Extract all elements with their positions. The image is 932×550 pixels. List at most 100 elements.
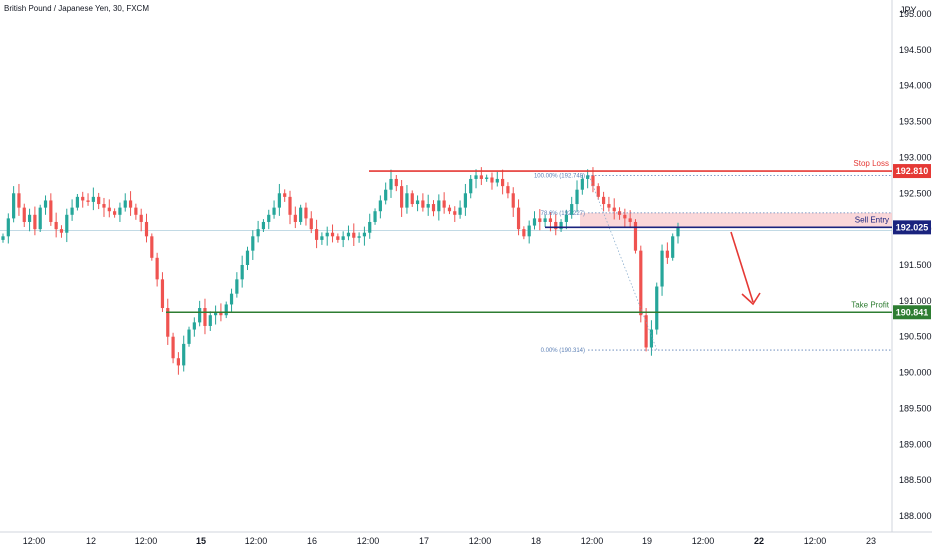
candle-body xyxy=(410,193,414,205)
candle-body xyxy=(458,207,462,215)
candle-body xyxy=(495,178,499,183)
candle-body xyxy=(86,200,90,202)
candle-body xyxy=(415,200,420,205)
candle-body xyxy=(660,250,664,287)
x-tick-label: 15 xyxy=(196,536,206,546)
candle-body xyxy=(325,232,329,237)
candle-body xyxy=(559,221,563,230)
candle-body xyxy=(123,200,127,208)
candle-body xyxy=(649,329,654,348)
price-badge-text: 190.841 xyxy=(896,307,929,317)
y-tick-label: 194.500 xyxy=(899,45,932,55)
y-tick-label: 189.000 xyxy=(899,439,932,449)
candle-body xyxy=(277,193,281,208)
candle-body xyxy=(150,236,154,258)
y-tick-label: 188.000 xyxy=(899,511,932,521)
candle-body xyxy=(240,265,244,280)
candle-body xyxy=(293,214,297,222)
candle-body xyxy=(245,250,250,265)
fib-retracement: 100.00% (192.748) 78.6% (192.227) 0.00% (1… xyxy=(534,174,892,354)
candle-body xyxy=(118,207,122,215)
candle-body xyxy=(532,218,537,226)
candle-body xyxy=(198,308,202,323)
candle-body xyxy=(516,207,521,230)
fib-level-label: 100.00% (192.748) xyxy=(534,174,585,180)
candle-body xyxy=(213,311,218,316)
candle-body xyxy=(6,218,10,237)
candle-body xyxy=(176,358,180,366)
candle-body xyxy=(554,221,558,230)
x-tick-label: 12:00 xyxy=(469,536,492,546)
candle-body xyxy=(219,311,223,316)
candle-body xyxy=(288,196,292,215)
candle-body xyxy=(628,218,632,222)
candle-body xyxy=(463,193,468,208)
x-tick-label: 23 xyxy=(866,536,876,546)
candle-body xyxy=(591,175,595,187)
candle-body xyxy=(501,178,505,187)
candle-body xyxy=(665,250,669,258)
candle-body xyxy=(38,207,42,230)
candle-body xyxy=(676,227,680,237)
candle-body xyxy=(447,207,452,212)
y-tick-label: 195.000 xyxy=(899,9,932,19)
candle-body xyxy=(341,236,345,240)
candle-body xyxy=(527,225,531,237)
candle-body xyxy=(304,207,308,219)
candle-body xyxy=(144,221,149,237)
candle-body xyxy=(229,293,234,305)
level-label: Stop Loss xyxy=(853,159,889,168)
candle-body xyxy=(522,229,526,237)
candle-body xyxy=(601,196,606,205)
candle-body xyxy=(655,286,659,330)
candle-body xyxy=(384,189,388,201)
projection-arrow xyxy=(730,231,761,306)
candle-body xyxy=(113,211,117,215)
candle-body xyxy=(389,178,393,190)
candle-body xyxy=(607,204,611,208)
x-tick-label: 12:00 xyxy=(23,536,46,546)
candle-body xyxy=(166,308,170,337)
candle-body xyxy=(612,207,616,212)
candle-body xyxy=(352,232,356,238)
x-tick-label: 12:00 xyxy=(692,536,715,546)
candle-body xyxy=(538,218,542,222)
candle-body xyxy=(437,200,441,212)
candle-body xyxy=(251,236,255,251)
candle-body xyxy=(586,175,590,179)
candle-body xyxy=(564,214,568,222)
trade-levels: Stop Loss 192.810 Sell Entry 192.025 Take Pr… xyxy=(166,159,931,320)
y-tick-label: 190.500 xyxy=(899,332,932,342)
candle-body xyxy=(261,221,266,230)
candle-body xyxy=(633,221,638,251)
candle-body xyxy=(187,329,191,344)
y-tick-label: 190.000 xyxy=(899,368,932,378)
price-badge xyxy=(893,164,931,179)
candle-body xyxy=(453,211,457,215)
candle-body xyxy=(49,200,53,222)
candles xyxy=(1,167,680,375)
x-tick-label: 19 xyxy=(642,536,652,546)
candle-body xyxy=(299,207,303,222)
candle-body xyxy=(224,304,228,316)
candle-body xyxy=(1,236,5,240)
price-badge-text: 192.810 xyxy=(896,166,929,176)
candle-body xyxy=(17,193,21,208)
candle-body xyxy=(59,229,64,233)
candle-body xyxy=(442,200,446,208)
candle-body xyxy=(431,204,436,212)
candle-body xyxy=(27,214,32,222)
candle-body xyxy=(575,189,579,205)
candle-body xyxy=(97,196,101,205)
candle-body xyxy=(267,214,271,222)
x-tick-label: 22 xyxy=(754,536,764,546)
candle-body xyxy=(134,207,138,215)
candle-body xyxy=(644,315,648,348)
candle-body xyxy=(346,232,351,237)
y-axis-ticks: 195.000 194.500 194.000 193.500 193.000 192.5… xyxy=(899,9,932,521)
candle-body xyxy=(102,204,106,208)
candle-body xyxy=(506,186,510,194)
x-tick-label: 18 xyxy=(531,536,541,546)
candle-body xyxy=(330,232,335,237)
